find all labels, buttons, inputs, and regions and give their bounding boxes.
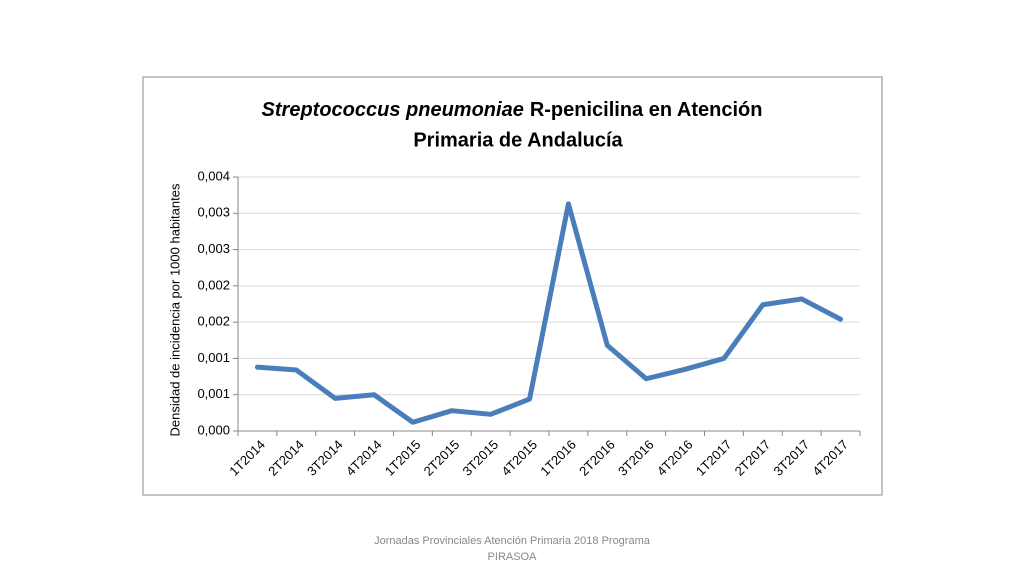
y-tick-label: 0,003 (197, 205, 230, 220)
y-tick-label: 0,001 (197, 350, 230, 365)
y-tick-label: 0,004 (197, 168, 230, 183)
footer: Jornadas Provinciales Atención Primaria … (374, 535, 650, 563)
y-tick-label: 0,001 (197, 386, 230, 401)
data-line (254, 201, 844, 425)
y-tick-label: 0,002 (197, 277, 230, 292)
y-tick-label: 0,003 (197, 241, 230, 256)
title-part: Streptococcus pneumoniae (262, 99, 524, 121)
chart-title: Primaria de Andalucía (413, 129, 623, 151)
y-tick-label: 0,002 (197, 314, 230, 329)
title-part: R-penicilina en Atención (530, 99, 763, 121)
chart-title: Streptococcus pneumoniae R-penicilina en … (262, 99, 763, 121)
y-tick-label: 0,000 (197, 422, 230, 437)
y-axis-label: Densidad de incidencia por 1000 habitant… (167, 183, 182, 436)
